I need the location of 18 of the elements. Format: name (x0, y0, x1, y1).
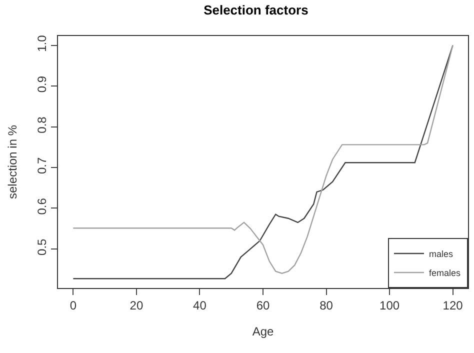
legend-label: males (429, 249, 454, 260)
x-tick-label: 20 (130, 298, 144, 312)
y-tick-label: 0.5 (35, 238, 50, 256)
x-tick-label: 60 (256, 298, 270, 312)
x-tick-label: 0 (70, 298, 77, 312)
x-tick-label: 120 (442, 298, 464, 312)
x-tick-label: 80 (320, 298, 334, 312)
x-tick-label: 40 (193, 298, 207, 312)
y-tick-label: 0.6 (35, 198, 50, 215)
y-axis-title: selection in % (6, 124, 20, 200)
y-tick-label: 0.9 (35, 76, 50, 93)
legend-label: females (429, 268, 462, 278)
y-tick-label: 0.7 (35, 157, 50, 174)
x-tick-label: 100 (380, 298, 400, 312)
x-axis-title: Age (252, 324, 274, 338)
y-tick-label: 0.8 (35, 116, 50, 134)
y-tick-label: 1.0 (35, 34, 50, 52)
chart-title: Selection factors (204, 2, 308, 18)
